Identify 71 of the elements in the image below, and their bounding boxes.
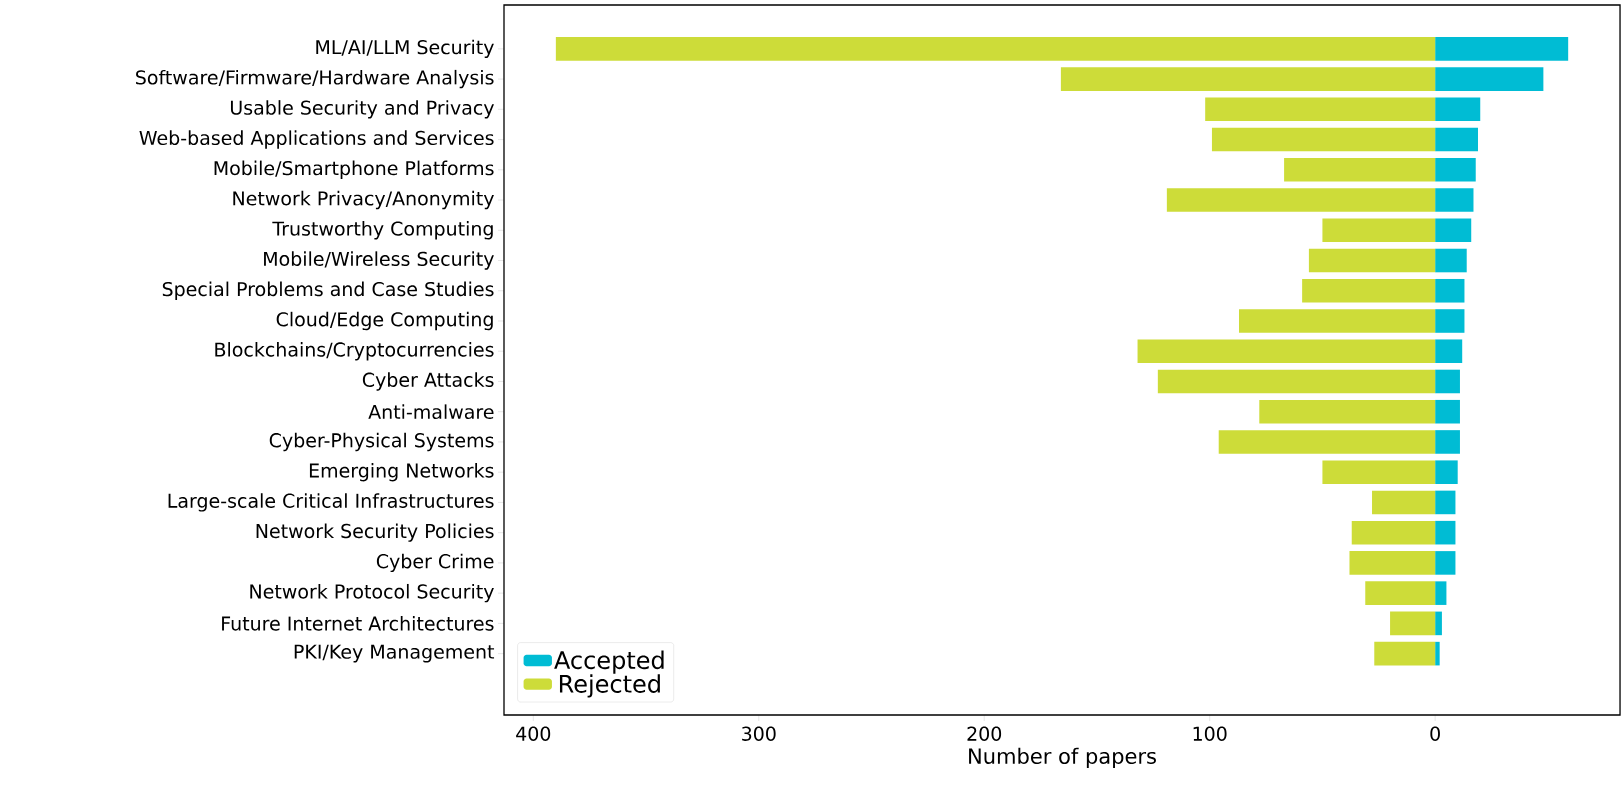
bar <box>1374 641 1436 666</box>
bar <box>1349 551 1436 575</box>
y-tick-label: PKI/Key Management <box>294 644 495 663</box>
bar <box>1435 581 1447 605</box>
bar <box>1435 218 1472 243</box>
y-tick-label: Usable Security and Privacy <box>230 100 494 119</box>
bar <box>1435 67 1544 91</box>
y-tick-label: Web-based Applications and Services <box>139 130 494 149</box>
bar <box>1435 611 1442 636</box>
legend-label: Rejected <box>559 674 660 698</box>
y-tick-label: Emerging Networks <box>309 462 494 482</box>
bar <box>1322 218 1436 243</box>
x-tick-label: 200 <box>967 726 1002 741</box>
bar <box>1239 309 1436 333</box>
bar <box>1435 127 1478 152</box>
bar <box>1351 520 1436 545</box>
bar <box>1435 188 1474 212</box>
y-tick-label: Future Internet Architectures <box>222 616 494 631</box>
bar <box>1435 339 1463 364</box>
bar <box>1435 490 1456 515</box>
bar <box>1322 460 1436 484</box>
x-tick-label: 100 <box>1193 726 1227 741</box>
y-tick-label: Mobile/Smartphone Platforms <box>214 160 494 179</box>
y-tick-label: Cyber Crime <box>376 553 494 573</box>
bar <box>1365 581 1436 605</box>
bar <box>1435 460 1458 484</box>
y-tick-label: Trustworthy Computing <box>272 221 493 240</box>
bar <box>1435 641 1440 666</box>
bar <box>1435 248 1467 273</box>
legend-label: Accepted <box>554 650 664 674</box>
bar <box>1435 430 1460 454</box>
bar <box>1435 37 1569 61</box>
bar <box>1211 127 1436 152</box>
x-tick-label: 400 <box>516 726 551 741</box>
bar <box>1390 611 1436 636</box>
bar <box>1435 158 1476 182</box>
bar <box>1435 278 1465 303</box>
y-tick-label: Network Protocol Security <box>250 583 494 603</box>
bar <box>1435 309 1465 333</box>
bar <box>1218 430 1436 454</box>
bar <box>1157 369 1436 394</box>
bar <box>1435 97 1481 122</box>
bar <box>1435 551 1456 575</box>
bar <box>1166 188 1436 212</box>
x-axis-title: Number of papers <box>969 747 1156 769</box>
y-tick-label: Network Privacy/Anonymity <box>233 190 494 210</box>
y-tick-label: ML/AI/LLM Security <box>316 39 494 59</box>
y-tick-label: Network Security Policies <box>256 523 494 542</box>
bar <box>1205 97 1436 122</box>
y-tick-label: Software/Firmware/Hardware Analysis <box>136 69 494 89</box>
bar <box>1435 520 1456 545</box>
y-tick-label: Cyber-Physical Systems <box>269 432 494 452</box>
bar <box>1435 369 1460 394</box>
x-tick-label: 0 <box>1430 726 1440 741</box>
y-tick-label: Anti-malware <box>368 404 494 420</box>
y-tick-label: Blockchains/Cryptocurrencies <box>215 342 494 361</box>
bar <box>1372 490 1436 515</box>
y-tick-label: Large-scale Critical Infrastructures <box>168 493 494 512</box>
bar <box>1137 339 1436 364</box>
bar <box>1435 399 1460 424</box>
bar <box>1302 278 1436 303</box>
y-tick-label: Cyber Attacks <box>362 372 494 391</box>
x-tick-label: 300 <box>742 726 776 741</box>
y-tick-label: Mobile/Wireless Security <box>264 251 494 270</box>
bar <box>1284 158 1436 182</box>
bar <box>1259 399 1436 424</box>
bar <box>555 37 1436 61</box>
bar <box>1308 248 1436 273</box>
y-tick-label: Special Problems and Case Studies <box>162 281 494 300</box>
y-tick-label: Cloud/Edge Computing <box>276 311 493 331</box>
bar <box>1060 67 1436 91</box>
